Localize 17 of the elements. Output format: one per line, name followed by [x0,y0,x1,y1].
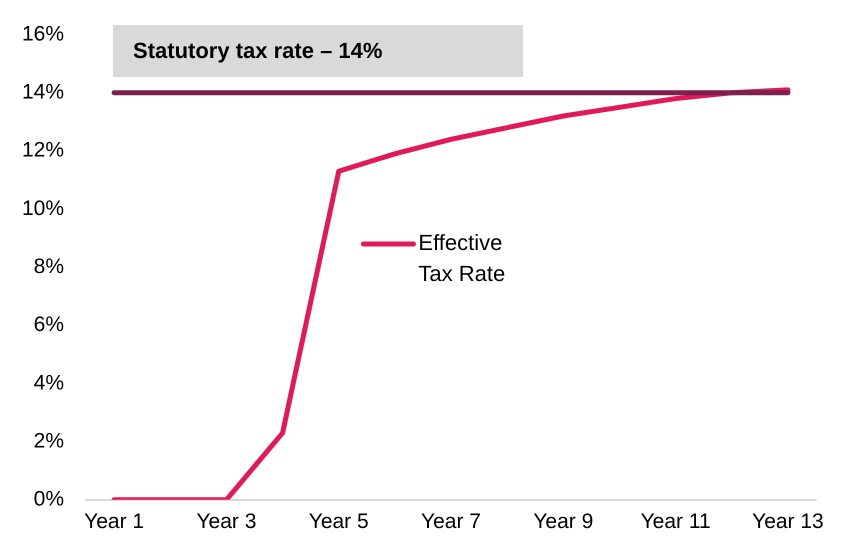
x-tick-label: Year 5 [308,510,369,534]
y-tick-label: 2% [34,429,64,452]
y-tick-label: 14% [22,80,64,104]
x-tick-label: Year 13 [752,510,824,534]
x-tick-label: Year 7 [421,510,481,534]
y-tick-label: 12% [22,138,64,162]
y-tick-label: 8% [34,254,64,278]
x-tick-label: Year 9 [533,510,594,534]
x-tick-label: Year 3 [196,510,256,534]
y-tick-label: 0% [34,488,64,511]
x-tick-label: Year 11 [640,510,711,534]
y-tick-label: 4% [34,371,64,394]
legend-label: Effective Tax Rate [418,230,506,286]
x-tick-label: Year 1 [84,510,144,534]
y-tick-label: 16% [22,22,64,46]
y-tick-label: 10% [22,196,64,220]
y-tick-label: 6% [34,313,64,336]
